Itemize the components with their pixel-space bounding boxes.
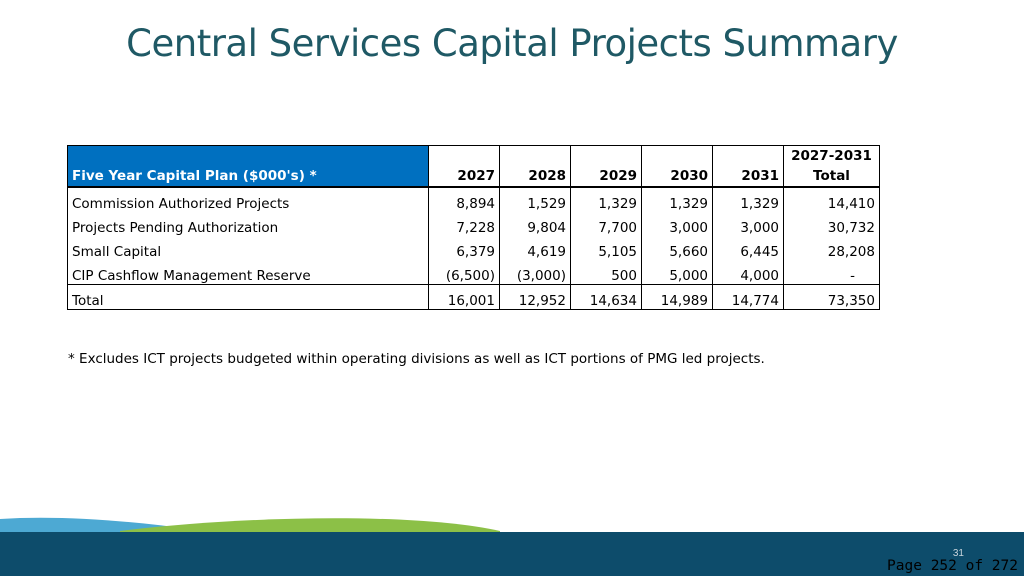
total-header-label: Total	[813, 168, 850, 184]
cell-value: 500	[570, 260, 642, 285]
year-header: 2030	[641, 145, 713, 188]
year-header: 2031	[712, 145, 784, 188]
row-label: CIP Cashflow Management Reserve	[67, 260, 429, 285]
row-label: Projects Pending Authorization	[67, 212, 429, 236]
total-row-label: Total	[67, 284, 429, 310]
row-label: Commission Authorized Projects	[67, 187, 429, 212]
table-header-row: Five Year Capital Plan ($000's) * 2027 2…	[67, 145, 880, 188]
year-header: 2027	[428, 145, 500, 188]
page-indicator: Page 252 of 272	[887, 558, 1018, 574]
cell-value: 6,445	[712, 236, 784, 260]
year-header: 2029	[570, 145, 642, 188]
header-label: Five Year Capital Plan ($000's) *	[67, 145, 429, 188]
cell-value: 1,329	[570, 187, 642, 212]
row-total: 28,208	[783, 236, 880, 260]
total-header: 2027-2031 Total	[783, 145, 880, 188]
cell-value: 3,000	[641, 212, 713, 236]
cell-value: 5,105	[570, 236, 642, 260]
row-label: Small Capital	[67, 236, 429, 260]
total-header-range: 2027-2031	[791, 148, 872, 164]
row-total: -	[783, 260, 880, 285]
cell-value: 7,228	[428, 212, 500, 236]
footer-wave-decoration	[0, 517, 1024, 576]
footnote: * Excludes ICT projects budgeted within …	[68, 351, 765, 367]
cell-value: (6,500)	[428, 260, 500, 285]
cell-value: 6,379	[428, 236, 500, 260]
cell-value: 14,989	[641, 284, 713, 310]
cell-value: 1,529	[499, 187, 571, 212]
cell-value: 1,329	[641, 187, 713, 212]
cell-value: 16,001	[428, 284, 500, 310]
grand-total: 73,350	[783, 284, 880, 310]
cell-value: 3,000	[712, 212, 784, 236]
cell-value: 5,000	[641, 260, 713, 285]
row-total: 14,410	[783, 187, 880, 212]
cell-value: 4,000	[712, 260, 784, 285]
slide-number: 31	[952, 548, 964, 559]
footer-dark-band	[0, 532, 1024, 576]
table-row: CIP Cashflow Management Reserve (6,500) …	[67, 260, 880, 285]
cell-value: 9,804	[499, 212, 571, 236]
cell-value: 4,619	[499, 236, 571, 260]
table-row: Projects Pending Authorization 7,228 9,8…	[67, 212, 880, 236]
cell-value: 7,700	[570, 212, 642, 236]
table-total-row: Total 16,001 12,952 14,634 14,989 14,774…	[67, 284, 880, 310]
capital-plan-table: Five Year Capital Plan ($000's) * 2027 2…	[67, 145, 880, 310]
year-header: 2028	[499, 145, 571, 188]
cell-value: 14,634	[570, 284, 642, 310]
cell-value: (3,000)	[499, 260, 571, 285]
cell-value: 14,774	[712, 284, 784, 310]
cell-value: 1,329	[712, 187, 784, 212]
row-total: 30,732	[783, 212, 880, 236]
cell-value: 12,952	[499, 284, 571, 310]
cell-value: 8,894	[428, 187, 500, 212]
slide-title: Central Services Capital Projects Summar…	[126, 22, 898, 65]
cell-value: 5,660	[641, 236, 713, 260]
table-row: Small Capital 6,379 4,619 5,105 5,660 6,…	[67, 236, 880, 260]
table-row: Commission Authorized Projects 8,894 1,5…	[67, 187, 880, 212]
